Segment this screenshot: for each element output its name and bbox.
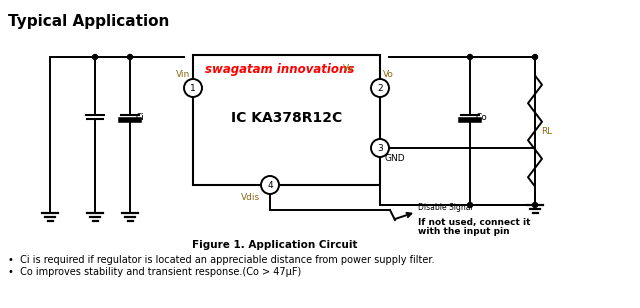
Text: RL: RL	[541, 127, 552, 136]
Text: 4: 4	[267, 180, 273, 189]
Text: Vdis: Vdis	[241, 193, 260, 202]
Circle shape	[467, 202, 472, 208]
Text: with the input pin: with the input pin	[418, 228, 509, 237]
Circle shape	[93, 55, 97, 59]
Circle shape	[532, 202, 538, 208]
Text: Vo: Vo	[343, 63, 354, 72]
Text: 3: 3	[377, 144, 383, 152]
Text: Typical Application: Typical Application	[8, 14, 170, 29]
Text: 2: 2	[377, 83, 383, 92]
Circle shape	[467, 55, 472, 59]
Text: swagatam innovations: swagatam innovations	[205, 63, 355, 75]
Text: Figure 1. Application Circuit: Figure 1. Application Circuit	[192, 240, 358, 250]
Text: 1: 1	[190, 83, 196, 92]
Text: IC KA378R12C: IC KA378R12C	[231, 111, 342, 125]
Text: If not used, connect it: If not used, connect it	[418, 218, 531, 228]
Circle shape	[532, 55, 538, 59]
Bar	[193, 55, 380, 185]
Circle shape	[184, 79, 202, 97]
Circle shape	[371, 139, 389, 157]
Text: •  Ci is required if regulator is located an appreciable distance from power sup: • Ci is required if regulator is located…	[8, 255, 435, 265]
Circle shape	[371, 79, 389, 97]
Circle shape	[261, 176, 279, 194]
Text: •  Co improves stability and transient response.(Co > 47μF): • Co improves stability and transient re…	[8, 267, 301, 277]
Text: Vin: Vin	[176, 70, 190, 79]
Text: Vo: Vo	[383, 70, 394, 79]
Text: Co: Co	[475, 112, 487, 121]
Circle shape	[127, 55, 132, 59]
Text: Ci: Ci	[135, 112, 144, 121]
Text: GND: GND	[384, 153, 404, 163]
Text: Disable Signal: Disable Signal	[418, 202, 473, 212]
